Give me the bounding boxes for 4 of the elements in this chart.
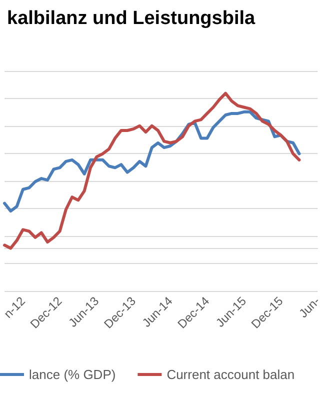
legend-label: lance (% GDP) [29,367,116,382]
legend-label: Current account balan [166,367,295,382]
chart-title: kalbilanz und Leistungsbila [7,8,256,29]
x-tick-label: Jun- [296,294,323,320]
